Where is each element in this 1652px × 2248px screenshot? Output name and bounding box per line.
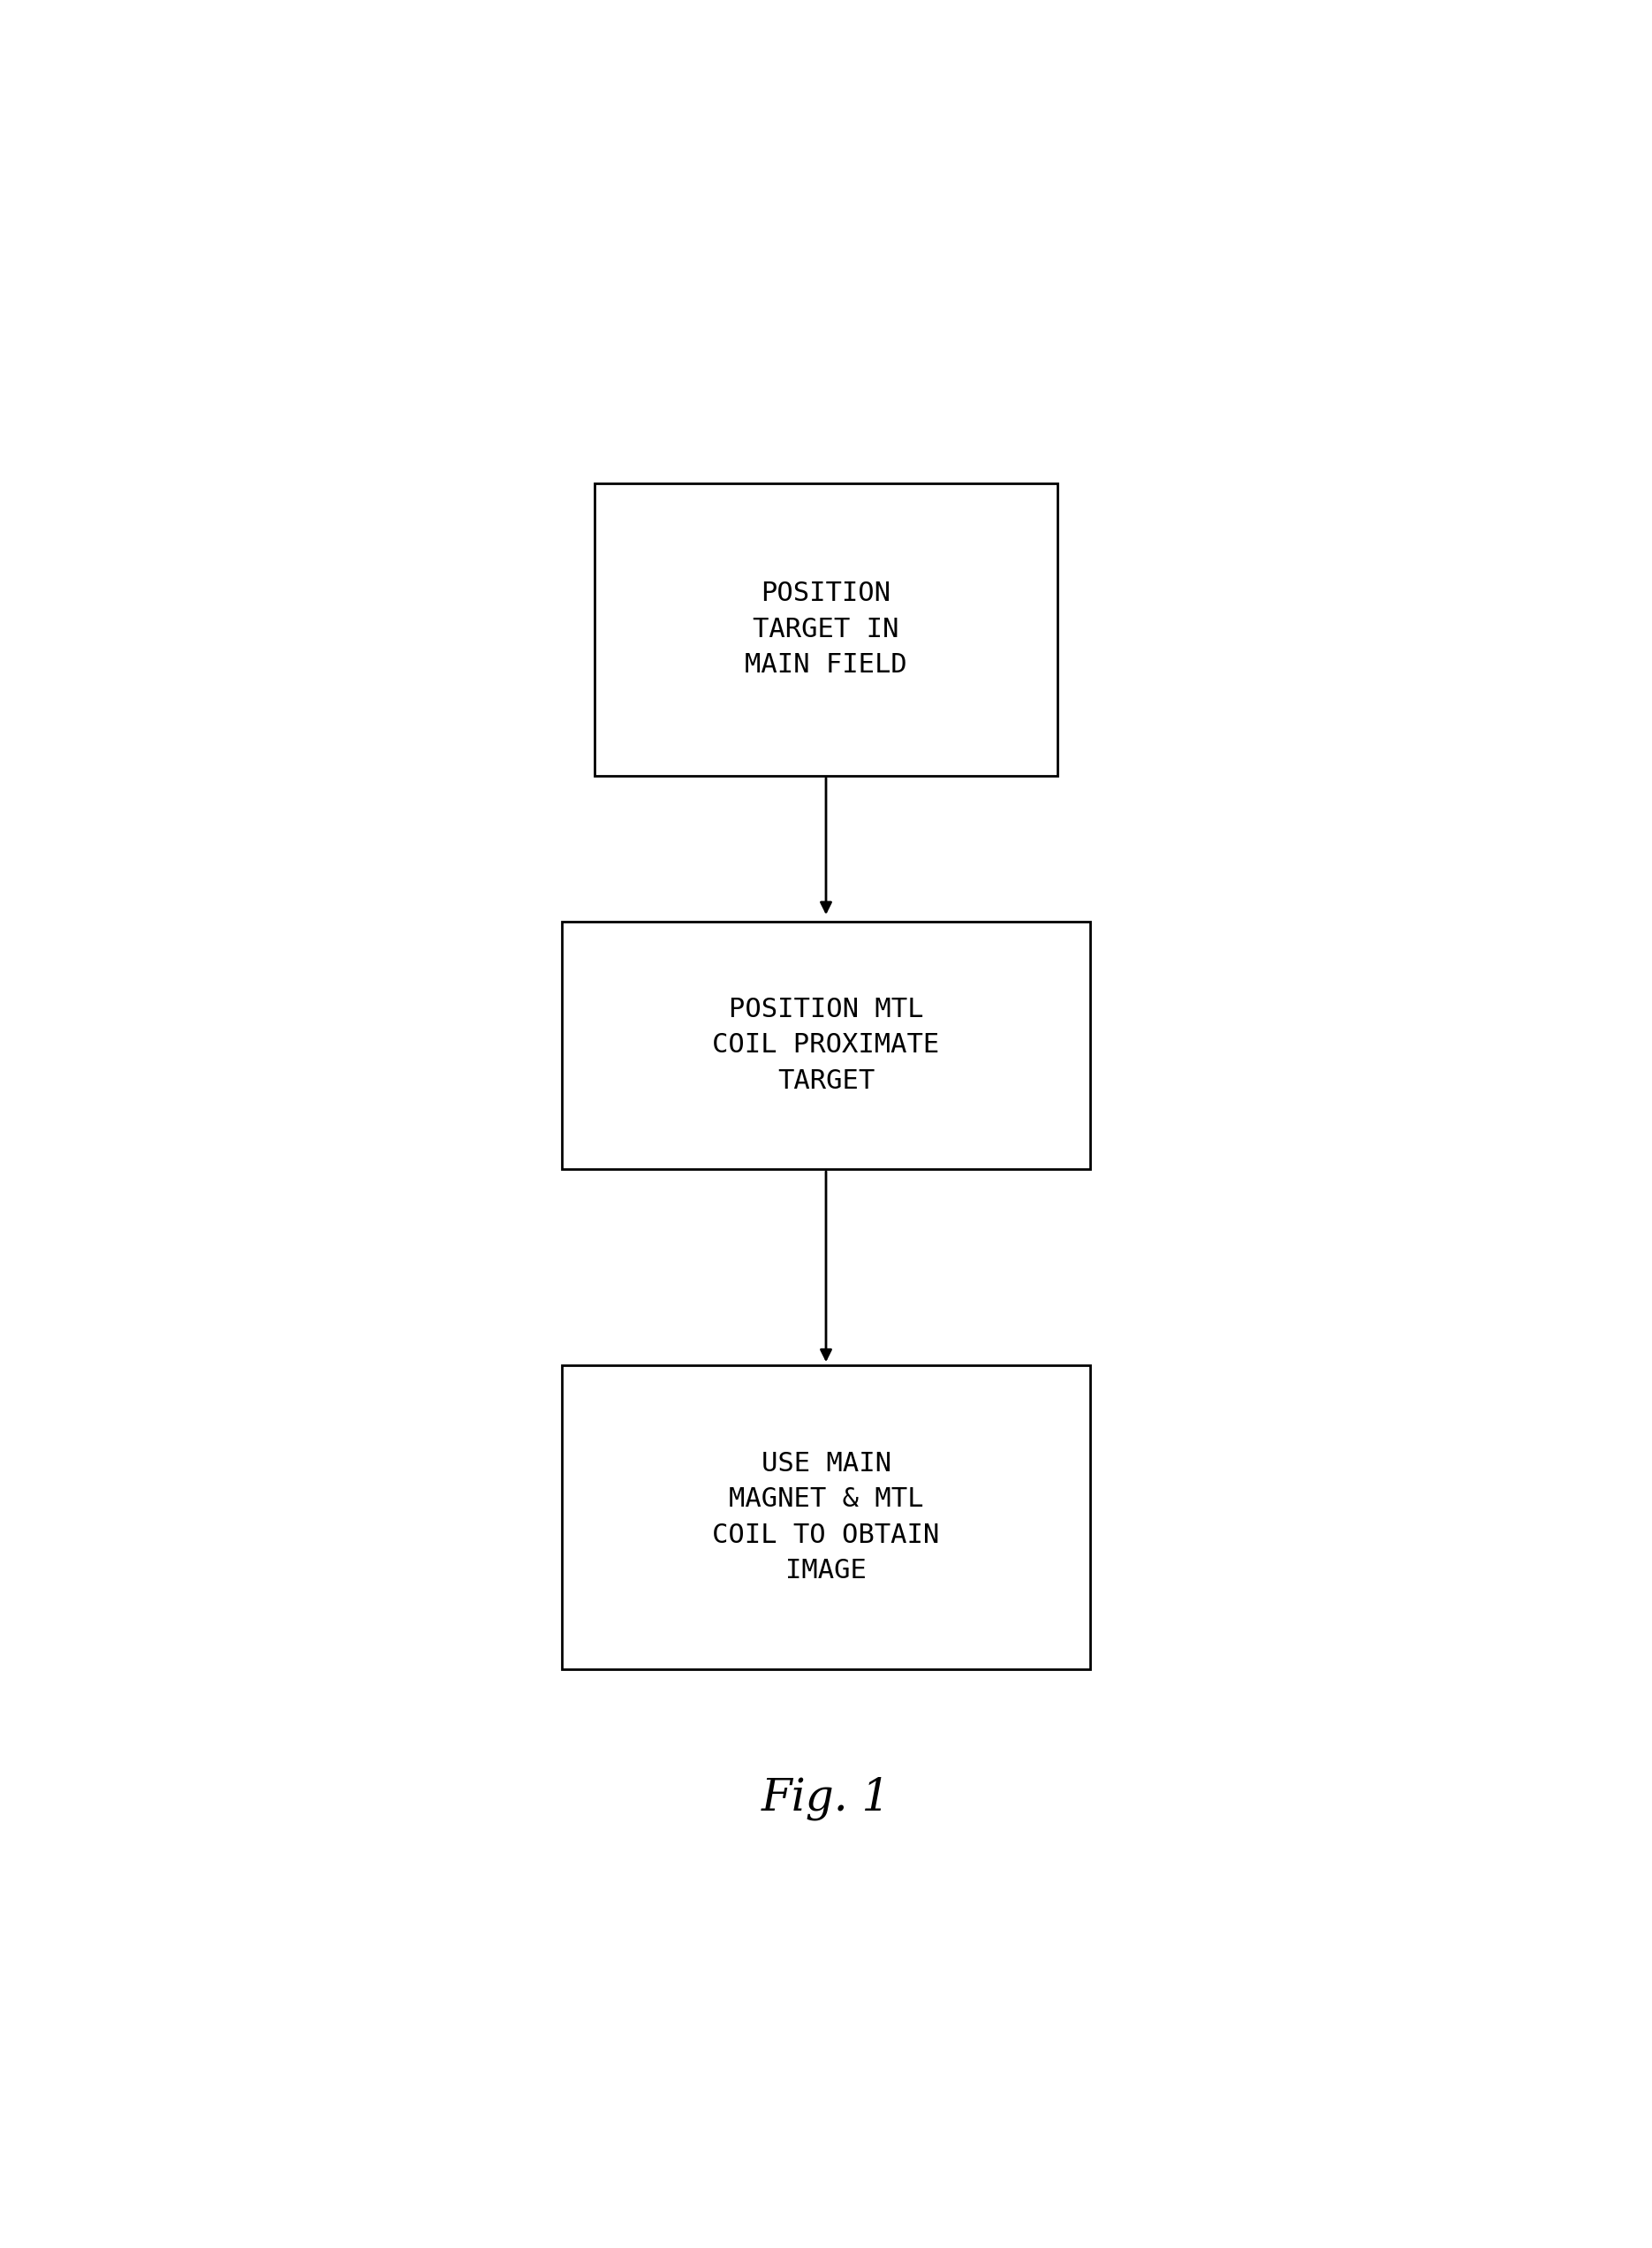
Text: POSITION
TARGET IN
MAIN FIELD: POSITION TARGET IN MAIN FIELD (745, 580, 907, 679)
Text: Fig. 1: Fig. 1 (762, 1776, 890, 1821)
FancyBboxPatch shape (562, 1365, 1090, 1668)
Text: POSITION MTL
COIL PROXIMATE
TARGET: POSITION MTL COIL PROXIMATE TARGET (712, 996, 940, 1095)
Text: USE MAIN
MAGNET & MTL
COIL TO OBTAIN
IMAGE: USE MAIN MAGNET & MTL COIL TO OBTAIN IMA… (712, 1450, 940, 1585)
FancyBboxPatch shape (562, 922, 1090, 1169)
FancyBboxPatch shape (595, 483, 1057, 776)
